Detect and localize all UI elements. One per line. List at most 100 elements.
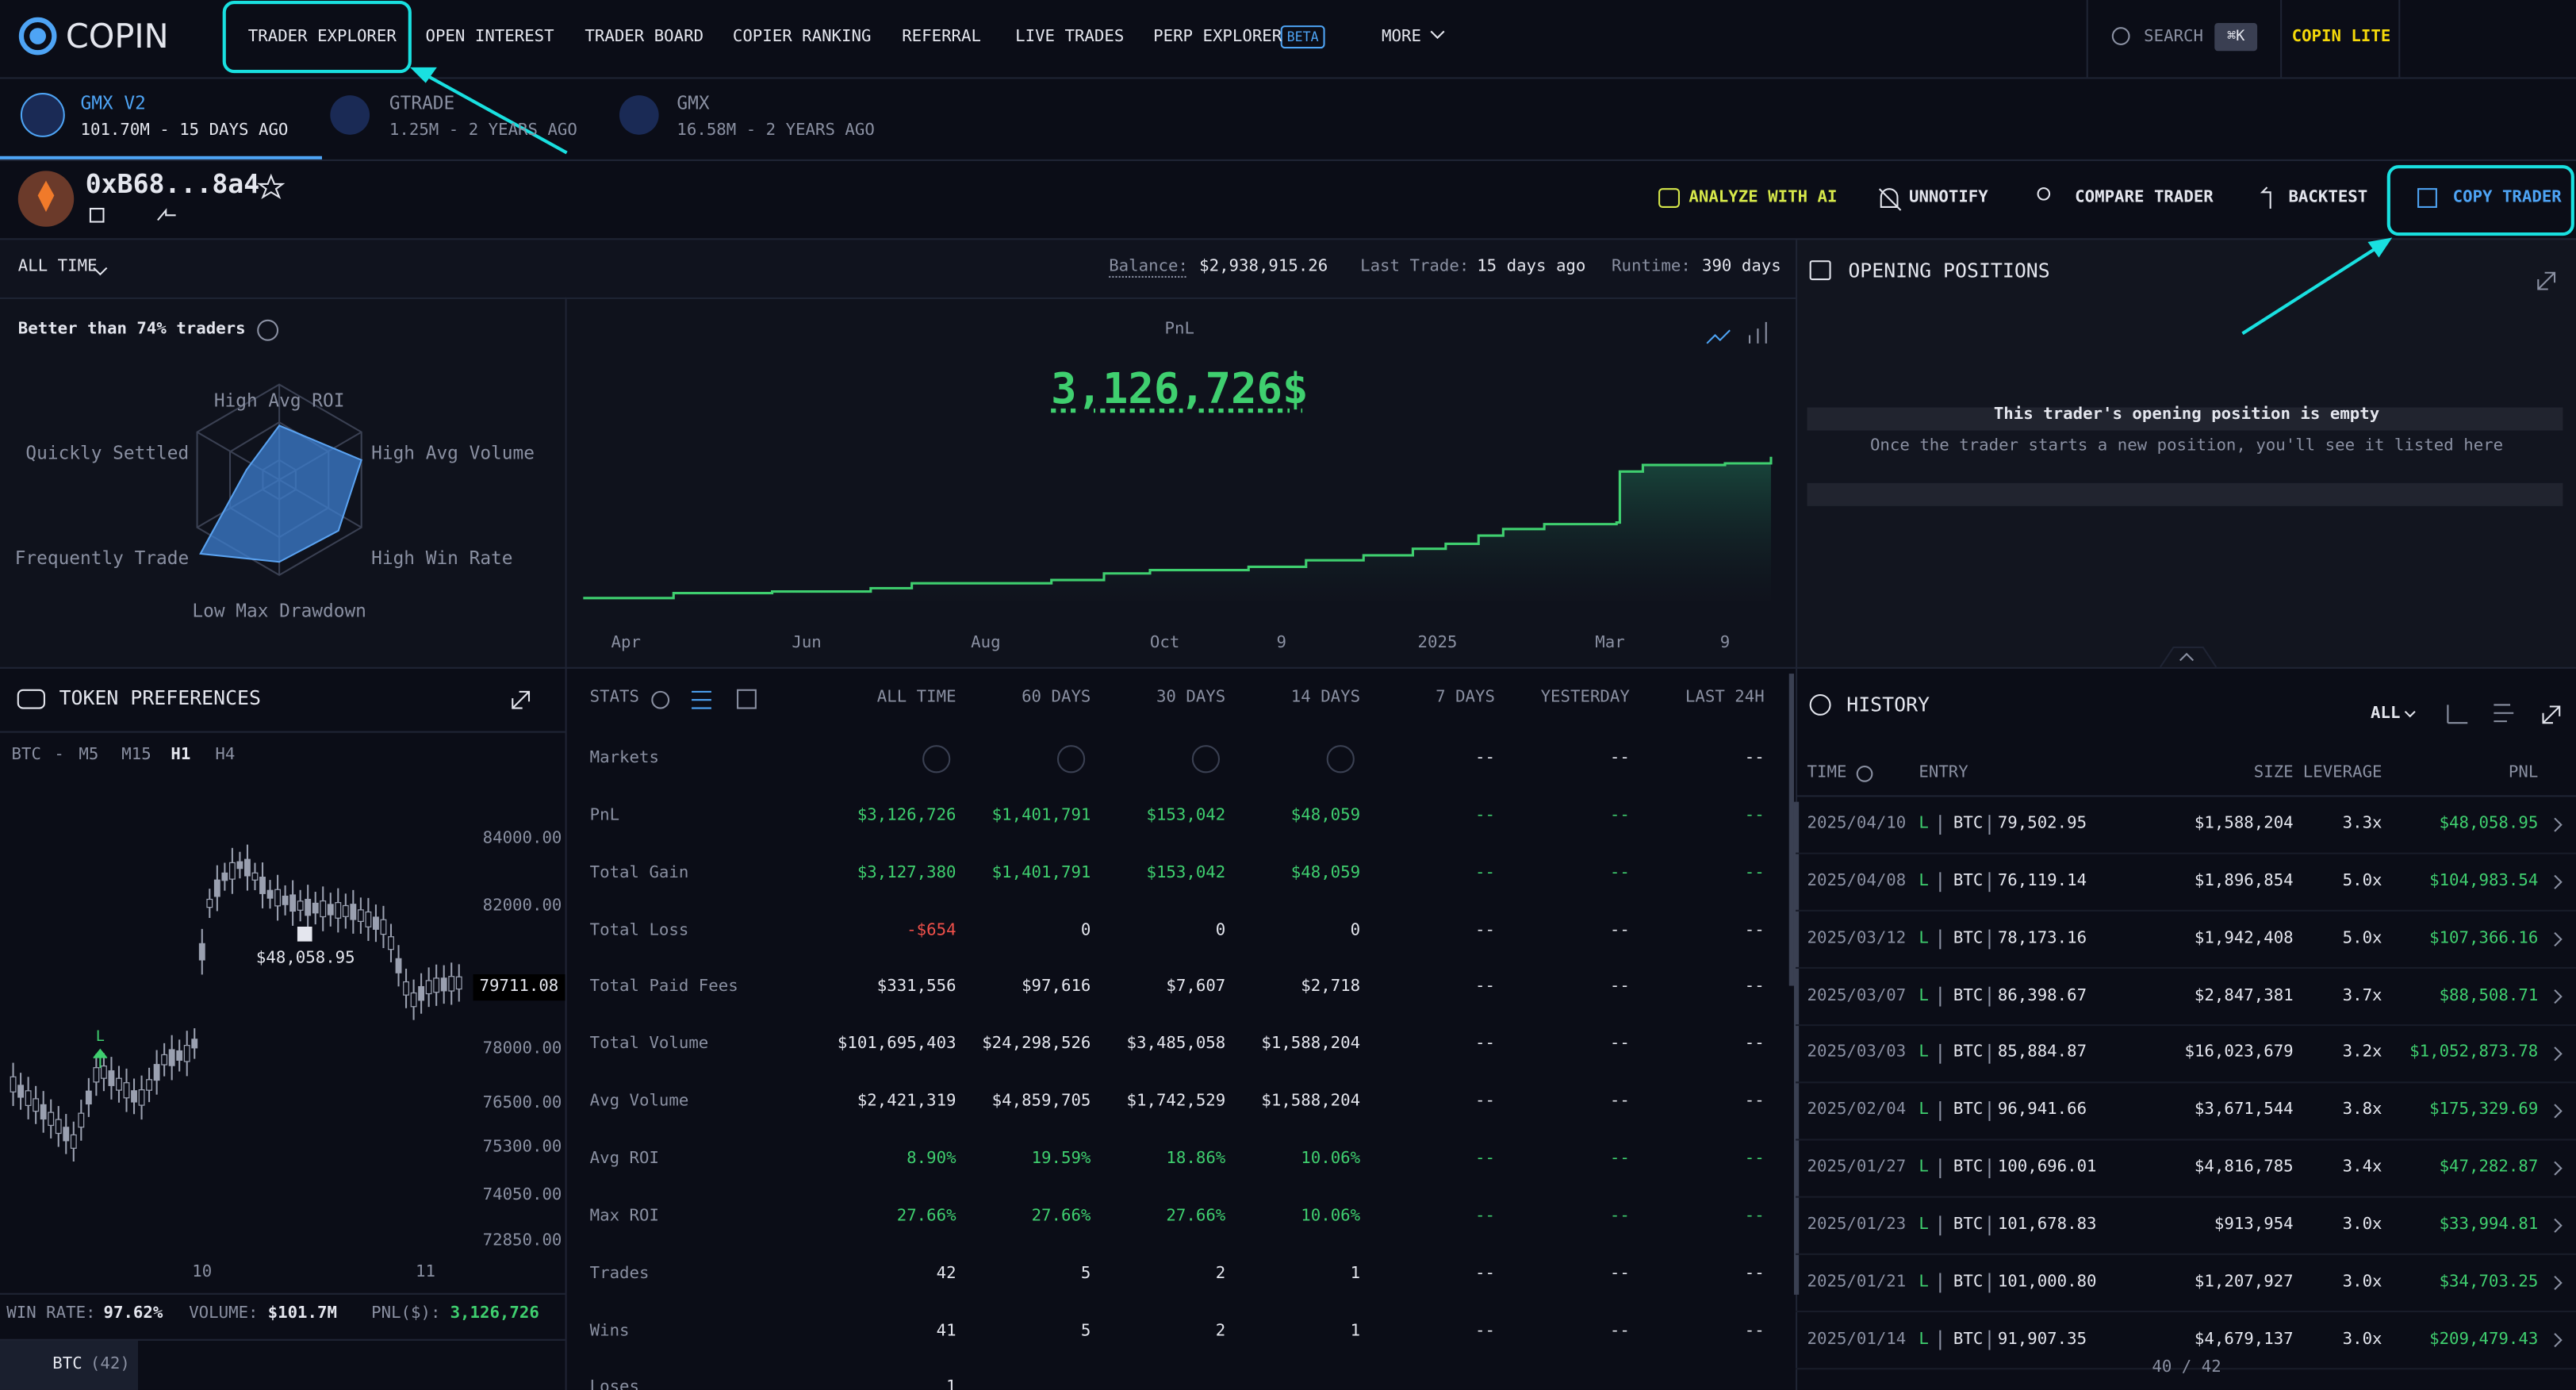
separator: - bbox=[54, 746, 64, 764]
action-button[interactable]: COPY TRADER bbox=[2452, 189, 2562, 207]
stat-value: -- bbox=[1744, 920, 1765, 939]
trade-leverage: 3.0x bbox=[2342, 1215, 2382, 1234]
row-chevron bbox=[2554, 1046, 2563, 1062]
stat-value: $48,059 bbox=[1290, 806, 1361, 825]
history-filter[interactable]: ALL bbox=[2371, 705, 2401, 724]
stat-value: -- bbox=[1609, 863, 1630, 882]
market-icon bbox=[1056, 745, 1086, 774]
candle-body bbox=[244, 858, 251, 877]
nav-item[interactable]: REFERRAL bbox=[902, 28, 981, 46]
candle-body bbox=[327, 904, 334, 916]
stat-value: 0 bbox=[1350, 920, 1361, 939]
trade-entry: 91,907.35 bbox=[1997, 1330, 2087, 1349]
marker-label: $48,058.95 bbox=[255, 949, 355, 968]
timeframe[interactable]: M5 bbox=[79, 746, 99, 764]
trade-entry: 79,502.95 bbox=[1997, 815, 2087, 833]
trade-pnl: $47,282.87 bbox=[2439, 1158, 2539, 1177]
row-chevron bbox=[2554, 1161, 2563, 1176]
stat-value: $3,126,726 bbox=[857, 806, 956, 825]
trade-token: BTC bbox=[1953, 1273, 1984, 1292]
radar-shape bbox=[199, 424, 362, 563]
protocol-name[interactable]: GMX V2 bbox=[80, 92, 146, 114]
candle-body bbox=[259, 877, 266, 894]
protocol-sub: 16.58M - 2 YEARS AGO bbox=[677, 121, 875, 140]
token-tab[interactable]: BTC bbox=[52, 1355, 82, 1374]
market-icon bbox=[922, 745, 951, 774]
stat-label: Loses bbox=[589, 1379, 640, 1390]
clock-icon bbox=[1856, 766, 1873, 782]
price-label: 76500.00 bbox=[482, 1094, 562, 1112]
trade-pnl: $175,329.69 bbox=[2429, 1101, 2539, 1119]
candle-body bbox=[274, 889, 282, 907]
column-header: LEVERAGE bbox=[2302, 763, 2382, 782]
timeframe[interactable]: M15 bbox=[121, 746, 151, 764]
column-header: SIZE bbox=[2253, 763, 2294, 782]
candle-body bbox=[433, 977, 440, 993]
price-label: 75300.00 bbox=[482, 1138, 562, 1157]
stat-value: -- bbox=[1609, 1035, 1630, 1054]
expand-icon bbox=[512, 690, 531, 709]
candle-body bbox=[55, 1119, 62, 1135]
ai-icon bbox=[1658, 188, 1681, 208]
nav-item[interactable]: MORE bbox=[1382, 28, 1421, 46]
line-chart-icon bbox=[1706, 329, 1731, 344]
trade-entry: 85,884.87 bbox=[1997, 1043, 2087, 1062]
trade-leverage: 3.3x bbox=[2342, 815, 2382, 833]
search-icon bbox=[2111, 27, 2130, 45]
x-axis-label: Oct bbox=[1149, 634, 1180, 653]
stat-value: 18.86% bbox=[1166, 1150, 1226, 1169]
stat-label: Trades bbox=[589, 1264, 650, 1283]
stat-label: Total Volume bbox=[589, 1035, 709, 1054]
protocol-name[interactable]: GMX bbox=[677, 92, 710, 114]
timeframe[interactable]: H4 bbox=[215, 746, 236, 764]
last-price-box bbox=[473, 974, 565, 1001]
stat-value: $97,616 bbox=[1022, 977, 1091, 996]
stat-value: -$654 bbox=[907, 920, 956, 939]
stat-label: Wins bbox=[589, 1322, 630, 1340]
candle-body bbox=[448, 976, 455, 992]
empty-text: Once the trader starts a new position, y… bbox=[1869, 436, 2504, 455]
bars-icon bbox=[2494, 704, 2514, 723]
nav-item[interactable]: LIVE TRADES bbox=[1015, 28, 1125, 46]
candle-body bbox=[146, 1079, 153, 1091]
market-icon bbox=[1191, 745, 1221, 774]
footer-label: PNL($): bbox=[371, 1304, 441, 1323]
stat-value: 5 bbox=[1080, 1264, 1091, 1283]
timeframe[interactable]: H1 bbox=[171, 746, 191, 764]
action-button[interactable]: BACKTEST bbox=[2288, 189, 2368, 207]
candle-body bbox=[282, 895, 289, 905]
candle-body bbox=[40, 1104, 47, 1120]
stat-value: $4,859,705 bbox=[991, 1092, 1091, 1112]
nav-item[interactable]: COPIER RANKING bbox=[732, 28, 872, 46]
empty-title: This trader's opening position is empty bbox=[1993, 405, 2380, 424]
candle-body bbox=[100, 1065, 107, 1079]
action-button[interactable]: COMPARE TRADER bbox=[2075, 189, 2214, 207]
nav-item[interactable]: TRADER EXPLORER bbox=[247, 28, 397, 46]
scrollbar bbox=[1788, 674, 1794, 986]
ghost-row bbox=[1807, 482, 2563, 506]
x-axis-label: 2025 bbox=[1417, 634, 1458, 653]
candle-body bbox=[116, 1077, 122, 1091]
stat-label: Total Gain bbox=[589, 863, 689, 882]
nav-item[interactable]: PERP EXPLORER bbox=[1153, 28, 1282, 46]
stat-value: $331,556 bbox=[876, 977, 956, 996]
nav-item[interactable]: TRADER BOARD bbox=[585, 28, 704, 46]
copin-lite[interactable]: COPIN LITE bbox=[2291, 28, 2391, 46]
search[interactable]: SEARCH bbox=[2144, 28, 2204, 46]
stat-value: $1,588,204 bbox=[1261, 1035, 1361, 1054]
candle-body bbox=[312, 902, 319, 914]
trade-entry: 76,119.14 bbox=[1997, 872, 2087, 891]
candle-body bbox=[365, 911, 372, 927]
opening-panel-bg bbox=[1796, 240, 2576, 667]
action-button[interactable]: ANALYZE WITH AI bbox=[1689, 189, 1838, 207]
protocol-name[interactable]: GTRADE bbox=[389, 92, 455, 114]
expand-icon bbox=[2542, 705, 2561, 724]
trade-leverage: 3.8x bbox=[2342, 1101, 2382, 1119]
action-button[interactable]: UNNOTIFY bbox=[1908, 189, 1988, 207]
stat-value: $48,059 bbox=[1290, 863, 1361, 882]
candle-body bbox=[183, 1045, 190, 1062]
nav-item[interactable]: OPEN INTEREST bbox=[425, 28, 554, 46]
period-select[interactable]: ALL TIME bbox=[17, 258, 98, 276]
protocol-sub: 1.25M - 2 YEARS AGO bbox=[389, 121, 577, 140]
protocol-icon bbox=[619, 95, 659, 135]
